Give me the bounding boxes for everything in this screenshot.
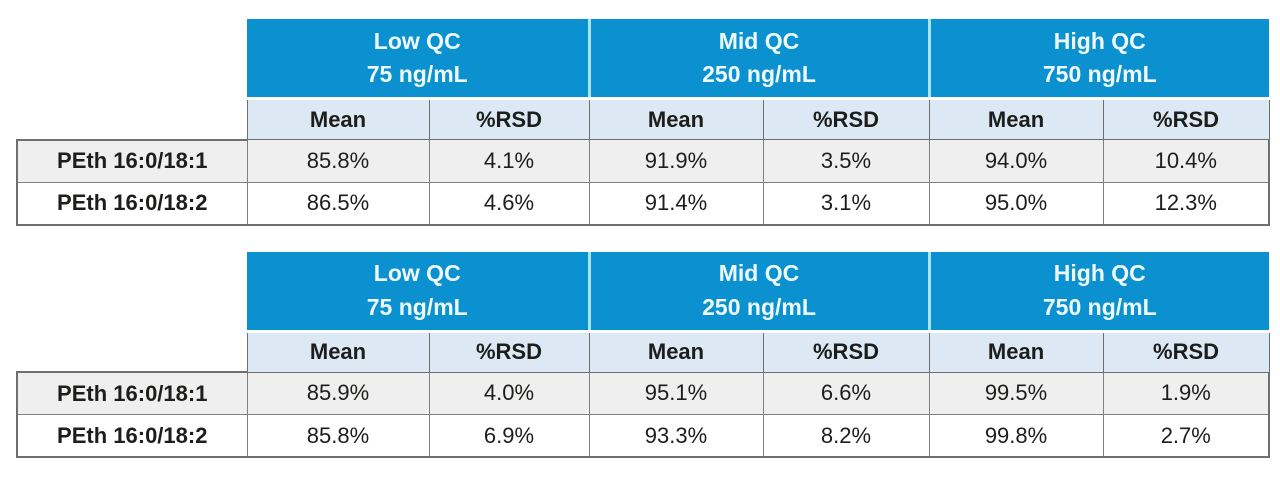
value-cell: 85.8% xyxy=(246,414,430,458)
qc-level-label: High QC xyxy=(1053,27,1146,54)
stat-header-rsd: %RSD xyxy=(1102,97,1270,140)
value-cell: 8.2% xyxy=(762,414,930,458)
qc-concentration: 750 ng/mL xyxy=(1042,293,1157,320)
stat-header-row: Mean %RSD Mean %RSD Mean %RSD xyxy=(17,97,1270,140)
value-cell: 99.8% xyxy=(928,414,1104,458)
stat-header-rsd: %RSD xyxy=(762,329,930,373)
value-cell: 94.0% xyxy=(928,139,1104,183)
figure-canvas: Low QC 75 ng/mL Mid QC 250 ng/mL High QC… xyxy=(0,19,1280,504)
stat-header-rsd: %RSD xyxy=(428,329,590,373)
value-cell: 85.8% xyxy=(246,139,430,183)
corner-spacer xyxy=(17,331,247,372)
qc-group-header-high: High QC 750 ng/mL xyxy=(927,19,1270,100)
qc-results-table-1: Low QC 75 ng/mL Mid QC 250 ng/mL High QC… xyxy=(16,19,1271,226)
qc-group-header-row: Low QC 75 ng/mL Mid QC 250 ng/mL High QC… xyxy=(17,19,1270,100)
table-row: PEth 16:0/18:2 85.8% 6.9% 93.3% 8.2% 99.… xyxy=(16,414,1271,458)
value-cell: 91.9% xyxy=(588,139,764,183)
value-cell: 93.3% xyxy=(588,414,764,458)
stat-header-mean: Mean xyxy=(928,329,1104,373)
qc-level-label: High QC xyxy=(1053,260,1146,287)
stat-header-mean: Mean xyxy=(246,97,430,140)
corner-spacer xyxy=(17,19,247,99)
stat-header-mean: Mean xyxy=(246,329,430,373)
qc-concentration: 250 ng/mL xyxy=(702,61,816,87)
analyte-label-cell: PEth 16:0/18:1 xyxy=(16,371,248,415)
value-cell: 95.1% xyxy=(588,371,764,415)
qc-group-header-low: Low QC 75 ng/mL xyxy=(247,19,589,100)
value-cell: 10.4% xyxy=(1102,139,1271,183)
qc-group-header-mid: Mid QC 250 ng/mL xyxy=(587,251,930,333)
value-cell: 99.5% xyxy=(928,371,1104,415)
table-row: PEth 16:0/18:2 86.5% 4.6% 91.4% 3.1% 95.… xyxy=(16,181,1271,226)
qc-level-label: Mid QC xyxy=(718,260,800,287)
value-cell: 4.6% xyxy=(428,181,590,226)
value-cell: 6.9% xyxy=(428,414,590,458)
qc-group-header-high: High QC 750 ng/mL xyxy=(927,251,1270,333)
corner-spacer xyxy=(17,251,247,331)
table-row: PEth 16:0/18:1 85.9% 4.0% 95.1% 6.6% 99.… xyxy=(16,371,1271,415)
qc-level-label: Mid QC xyxy=(718,27,800,54)
value-cell: 95.0% xyxy=(928,181,1104,226)
qc-group-header-low: Low QC 75 ng/mL xyxy=(247,251,589,333)
value-cell: 4.0% xyxy=(428,371,590,415)
corner-spacer xyxy=(17,98,247,140)
qc-level-label: Low QC xyxy=(373,27,461,54)
value-cell: 4.1% xyxy=(428,139,590,183)
stat-header-row: Mean %RSD Mean %RSD Mean %RSD xyxy=(17,329,1270,373)
stat-header-mean: Mean xyxy=(588,329,764,373)
qc-concentration: 750 ng/mL xyxy=(1042,61,1157,87)
stat-header-mean: Mean xyxy=(928,97,1104,140)
qc-group-header-mid: Mid QC 250 ng/mL xyxy=(587,19,930,100)
analyte-label-cell: PEth 16:0/18:2 xyxy=(16,414,248,458)
value-cell: 91.4% xyxy=(588,181,764,226)
stat-header-mean: Mean xyxy=(588,97,764,140)
qc-level-label: Low QC xyxy=(373,260,461,287)
value-cell: 3.1% xyxy=(762,181,930,226)
qc-concentration: 75 ng/mL xyxy=(366,293,468,320)
qc-concentration: 250 ng/mL xyxy=(702,293,816,320)
stat-header-rsd: %RSD xyxy=(1102,329,1270,373)
value-cell: 2.7% xyxy=(1102,414,1271,458)
value-cell: 12.3% xyxy=(1102,181,1271,226)
value-cell: 86.5% xyxy=(246,181,430,226)
value-cell: 1.9% xyxy=(1102,371,1271,415)
table-row: PEth 16:0/18:1 85.8% 4.1% 91.9% 3.5% 94.… xyxy=(16,138,1271,183)
analyte-label-cell: PEth 16:0/18:2 xyxy=(16,181,248,226)
value-cell: 3.5% xyxy=(762,139,930,183)
qc-results-table-2: Low QC 75 ng/mL Mid QC 250 ng/mL High QC… xyxy=(16,251,1271,459)
qc-concentration: 75 ng/mL xyxy=(366,61,468,87)
analyte-label-cell: PEth 16:0/18:1 xyxy=(16,138,248,183)
value-cell: 6.6% xyxy=(762,371,930,415)
stat-header-rsd: %RSD xyxy=(762,97,930,140)
value-cell: 85.9% xyxy=(246,371,430,415)
stat-header-rsd: %RSD xyxy=(428,97,590,140)
qc-group-header-row: Low QC 75 ng/mL Mid QC 250 ng/mL High QC… xyxy=(17,251,1270,333)
